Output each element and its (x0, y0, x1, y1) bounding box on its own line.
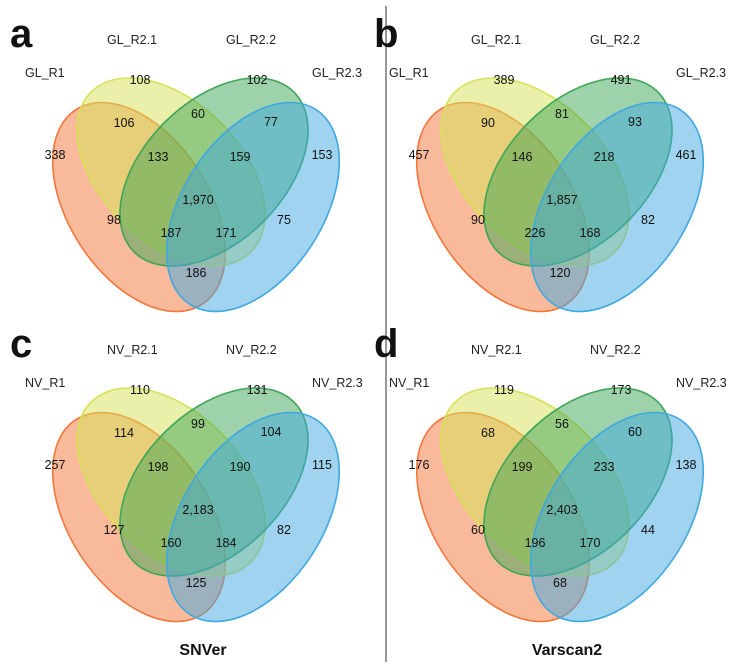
column-title-varscan2: Varscan2 (532, 642, 602, 659)
region-count-r124: 184 (216, 536, 237, 550)
set-label-4: NV_R2.3 (676, 376, 727, 390)
venn-panel-c: c NV_R1 NV_R2.1 NV_R2.2 NV_R2.3 257 110 131 115 1… (10, 322, 363, 623)
region-count-r123: 198 (148, 460, 169, 474)
region-count-only-1: 176 (409, 458, 430, 472)
set-label-2: NV_R2.1 (107, 343, 158, 357)
set-label-3: GL_R2.2 (226, 33, 276, 47)
region-count-only-3: 131 (247, 383, 268, 397)
region-count-r23: 99 (191, 417, 205, 431)
region-count-r134: 160 (161, 536, 182, 550)
region-count-only-1: 257 (45, 458, 66, 472)
region-count-r124: 171 (216, 226, 237, 240)
region-count-r24: 82 (277, 523, 291, 537)
region-count-r1234: 2,183 (182, 503, 213, 517)
set-label-2: GL_R2.1 (107, 33, 157, 47)
region-count-r134: 187 (161, 226, 182, 240)
venn-panel-d: d NV_R1 NV_R2.1 NV_R2.2 NV_R2.3 176 119 173 138 6… (374, 322, 727, 623)
venn-set-4-ellipse (165, 411, 341, 623)
region-count-only-2: 110 (130, 383, 150, 397)
region-count-r34: 104 (261, 425, 282, 439)
set-label-3: NV_R2.2 (226, 343, 277, 357)
region-count-r234: 159 (230, 150, 251, 164)
region-count-r134: 196 (525, 536, 546, 550)
region-count-r234: 190 (230, 460, 251, 474)
panel-letter: a (10, 12, 33, 56)
region-count-r14: 68 (553, 576, 567, 590)
region-count-only-1: 457 (409, 148, 430, 162)
region-count-r13: 127 (104, 523, 125, 537)
venn-set-4-ellipse (529, 411, 705, 623)
region-count-r13: 98 (107, 213, 121, 227)
region-count-only-3: 173 (611, 383, 632, 397)
region-count-r123: 199 (512, 460, 533, 474)
venn-panels: a GL_R1 GL_R2.1 GL_R2.2 GL_R2.3 338 108 102 153 1… (10, 12, 727, 623)
region-count-r34: 77 (264, 115, 278, 129)
region-count-r14: 125 (186, 576, 207, 590)
region-count-only-3: 491 (611, 73, 632, 87)
region-count-only-1: 338 (45, 148, 66, 162)
region-count-only-4: 115 (312, 458, 332, 472)
region-count-r124: 168 (580, 226, 601, 240)
region-count-r24: 75 (277, 213, 291, 227)
panel-letter: d (374, 322, 398, 366)
set-label-1: NV_R1 (389, 376, 429, 390)
set-label-1: GL_R1 (389, 66, 429, 80)
region-count-r24: 44 (641, 523, 655, 537)
venn-set-4-ellipse (165, 101, 341, 313)
set-label-3: NV_R2.2 (590, 343, 641, 357)
region-count-r23: 56 (555, 417, 569, 431)
set-label-2: GL_R2.1 (471, 33, 521, 47)
venn-panel-b: b GL_R1 GL_R2.1 GL_R2.2 GL_R2.3 457 389 491 461 9… (374, 12, 726, 313)
region-count-r13: 90 (471, 213, 485, 227)
panel-letter: c (10, 322, 32, 366)
region-count-r14: 120 (550, 266, 571, 280)
venn-panel-a: a GL_R1 GL_R2.1 GL_R2.2 GL_R2.3 338 108 102 153 1… (10, 12, 362, 313)
region-count-only-4: 138 (676, 458, 697, 472)
region-count-r23: 81 (555, 107, 569, 121)
region-count-r34: 93 (628, 115, 642, 129)
region-count-only-4: 153 (312, 148, 333, 162)
set-label-4: GL_R2.3 (676, 66, 726, 80)
region-count-r12: 114 (114, 426, 134, 440)
region-count-only-2: 389 (494, 73, 515, 87)
region-count-r23: 60 (191, 107, 205, 121)
panel-letter: b (374, 12, 398, 56)
set-label-4: NV_R2.3 (312, 376, 363, 390)
region-count-r13: 60 (471, 523, 485, 537)
region-count-r234: 218 (594, 150, 615, 164)
region-count-r12: 90 (481, 116, 495, 130)
region-count-only-2: 108 (130, 73, 151, 87)
column-title-snver: SNVer (179, 642, 226, 659)
region-count-r123: 146 (512, 150, 533, 164)
region-count-r24: 82 (641, 213, 655, 227)
region-count-r34: 60 (628, 425, 642, 439)
region-count-r123: 133 (148, 150, 169, 164)
region-count-only-3: 102 (247, 73, 268, 87)
region-count-r1234: 1,857 (546, 193, 577, 207)
set-label-1: GL_R1 (25, 66, 65, 80)
set-label-2: NV_R2.1 (471, 343, 522, 357)
set-label-4: GL_R2.3 (312, 66, 362, 80)
region-count-r14: 186 (186, 266, 207, 280)
region-count-r12: 106 (114, 116, 135, 130)
region-count-only-2: 119 (494, 383, 514, 397)
venn-set-4-ellipse (529, 101, 705, 313)
region-count-r12: 68 (481, 426, 495, 440)
region-count-r1234: 2,403 (546, 503, 577, 517)
set-label-3: GL_R2.2 (590, 33, 640, 47)
region-count-only-4: 461 (676, 148, 697, 162)
region-count-r124: 170 (580, 536, 601, 550)
region-count-r1234: 1,970 (182, 193, 213, 207)
region-count-r234: 233 (594, 460, 615, 474)
region-count-r134: 226 (525, 226, 546, 240)
set-label-1: NV_R1 (25, 376, 65, 390)
